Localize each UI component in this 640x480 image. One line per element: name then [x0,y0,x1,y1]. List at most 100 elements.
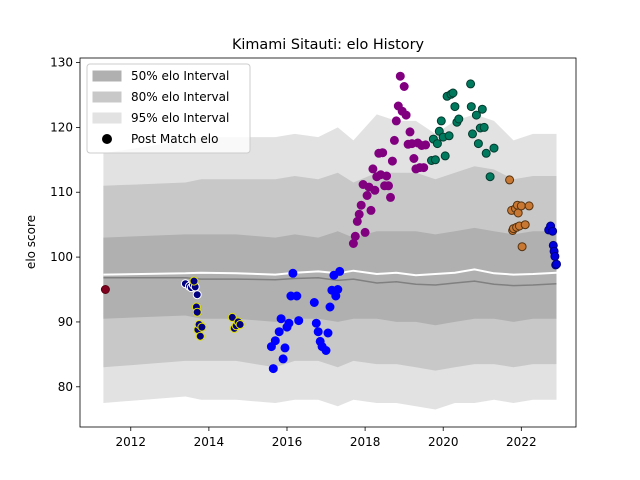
elo-point [368,164,378,174]
y-tick-label: 130 [50,56,73,70]
legend-label: 80% elo Interval [131,90,229,104]
elo-point [485,172,495,182]
elo-point [378,148,388,158]
y-tick-label: 110 [50,185,73,199]
elo-point [189,276,199,286]
legend-label: Post Match elo [131,132,218,146]
elo-point [321,346,331,355]
x-tick-label: 2014 [194,435,225,449]
elo-point [454,114,464,124]
elo-point [235,320,245,329]
elo-point [270,336,280,346]
elo-point [450,102,460,112]
elo-point [360,227,370,237]
y-tick-label: 80 [58,380,73,394]
elo-point [436,116,446,126]
elo-point [432,139,442,149]
elo-point [356,200,366,210]
elo-point [466,102,476,112]
x-tick-label: 2022 [506,435,537,449]
elo-point [489,143,499,153]
elo-point [466,79,476,89]
x-tick-label: 2016 [272,435,303,449]
legend-label: 95% elo Interval [131,111,229,125]
elo-point [268,364,278,374]
elo-point [481,148,491,158]
elo-point [294,316,304,326]
elo-point [477,104,487,114]
x-axis-ticks: 2012 2014 2016 2018 2020 2022 [115,427,537,449]
elo-point [520,220,530,230]
elo-point [323,328,333,338]
elo-point [419,163,429,173]
elo-point [278,354,288,364]
legend-swatch [92,91,122,103]
elo-point [280,343,290,353]
elo-point [276,314,286,324]
elo-point [430,155,440,165]
elo-point [524,201,534,211]
legend-label: 50% elo Interval [131,69,229,83]
x-tick-label: 2020 [428,435,459,449]
elo-point [227,312,237,322]
x-tick-label: 2018 [350,435,381,449]
elo-point [448,88,458,98]
elo-point [370,185,380,195]
y-tick-label: 100 [50,250,73,264]
elo-point [386,192,395,202]
elo-point [516,201,526,211]
elo-point [479,122,489,132]
elo-point [325,302,335,312]
elo-point [387,156,397,166]
elo-point [421,140,431,150]
elo-point [366,205,376,215]
elo-point [409,154,419,163]
elo-point [389,135,399,145]
elo-point [395,71,405,81]
elo-point [313,327,323,337]
elo-point [309,298,319,307]
elo-point [473,139,483,149]
legend: 50% elo Interval 80% elo Interval 95% elo … [86,63,251,154]
elo-point [333,285,343,294]
elo-point [444,131,454,141]
elo-point [440,151,450,161]
elo-point [548,226,558,236]
legend-marker [102,134,112,144]
elo-point [288,268,298,278]
y-tick-label: 90 [58,315,73,329]
elo-point [274,327,284,337]
elo-point [517,242,527,252]
legend-swatch [92,70,122,82]
elo-point [505,175,515,185]
elo-point [197,322,207,332]
elo-point [192,290,202,300]
elo-point [311,318,321,328]
y-tick-label: 120 [50,120,73,134]
elo-point [284,318,294,328]
elo-point [292,291,302,301]
chart-title: Kimami Sitauti: elo History [232,37,425,53]
elo-point [401,110,411,120]
elo-point [399,82,409,91]
center-lines [103,268,557,287]
interval-bands [103,114,557,410]
elo-point [100,285,110,294]
mean-line [103,268,557,277]
median-line [103,277,557,287]
elo-point [468,129,477,139]
legend-box [86,63,251,154]
elo-point [382,171,392,181]
post-match-points [100,71,561,374]
elo-point [362,191,372,200]
elo-point [391,116,401,126]
elo-point [195,331,205,341]
elo-point [354,209,364,219]
legend-swatch [92,112,122,124]
elo-point [384,181,393,191]
elo-point [471,110,481,120]
elo-point [550,251,560,261]
elo-point [192,307,202,317]
elo-point [552,259,561,269]
